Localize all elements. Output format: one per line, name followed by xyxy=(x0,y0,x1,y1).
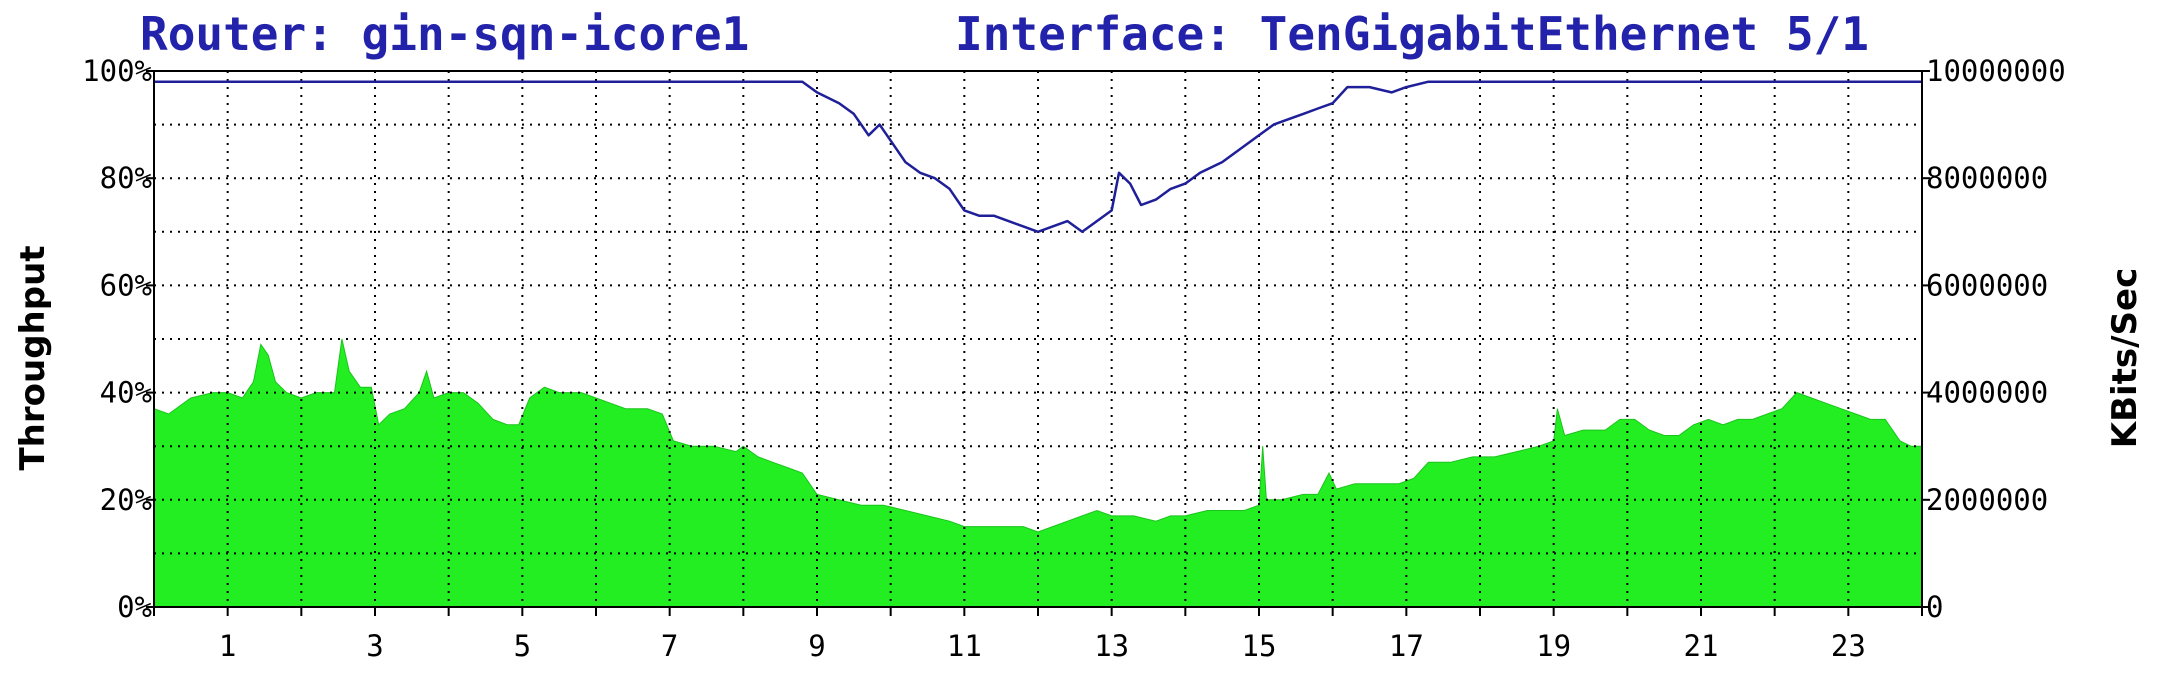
x-tick-label: 3 xyxy=(366,629,383,663)
y-left-tick-label: 80% xyxy=(100,161,152,195)
y-left-tick-label: 20% xyxy=(100,483,152,517)
x-tick-label: 15 xyxy=(1242,629,1277,663)
y-right-tick-label: 2000000 xyxy=(1926,483,2048,517)
grid xyxy=(154,71,1922,607)
x-tick-label: 1 xyxy=(219,629,236,663)
y-left-tick-label: 60% xyxy=(100,268,152,302)
y-axis-title-right: KBits/Sec xyxy=(2105,268,2145,449)
x-tick-label: 17 xyxy=(1389,629,1424,663)
chart-title-router: Router: gin-sqn-icore1 xyxy=(140,7,749,61)
y-left-tick-label: 0% xyxy=(117,590,152,624)
area-fill xyxy=(153,338,1923,608)
x-tick-label: 21 xyxy=(1684,629,1719,663)
x-tick-label: 9 xyxy=(808,629,825,663)
x-tick-label: 13 xyxy=(1094,629,1129,663)
y-axis-right: 0 2000000 4000000 6000000 8000000 10000000 xyxy=(1922,54,2066,624)
y-axis-title-left: Throughput xyxy=(13,245,53,470)
x-axis: 1 3 5 7 9 11 13 15 17 19 21 23 xyxy=(153,607,1923,663)
y-right-tick-label: 4000000 xyxy=(1926,376,2048,410)
series-line xyxy=(154,80,1922,234)
chart-title-interface: Interface: TenGigabitEthernet 5/1 xyxy=(955,7,1869,61)
y-left-tick-label: 100% xyxy=(82,54,152,88)
line-series xyxy=(154,80,1922,234)
x-tick-label: 11 xyxy=(947,629,982,663)
area-series xyxy=(153,338,1923,608)
y-right-tick-label: 0 xyxy=(1926,590,1943,624)
y-right-tick-label: 8000000 xyxy=(1926,161,2048,195)
x-tick-label: 19 xyxy=(1536,629,1571,663)
x-tick-label: 7 xyxy=(661,629,678,663)
y-right-tick-label: 10000000 xyxy=(1926,54,2066,88)
y-left-tick-label: 40% xyxy=(100,376,152,410)
y-right-tick-label: 6000000 xyxy=(1926,268,2048,302)
x-tick-label: 23 xyxy=(1831,629,1866,663)
y-axis-left: 0% 20% 40% 60% 80% 100% xyxy=(82,54,154,624)
x-tick-label: 5 xyxy=(514,629,531,663)
